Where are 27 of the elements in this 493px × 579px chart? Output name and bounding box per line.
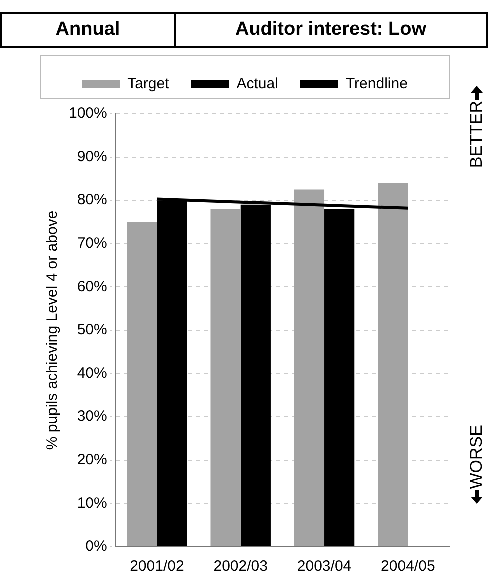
legend-label: Target [128, 76, 170, 93]
x-tick-label: 2002/03 [214, 558, 268, 576]
x-tick-label: 2004/05 [381, 558, 436, 576]
x-tick-label: 2001/02 [130, 558, 184, 576]
text: BETTER [467, 101, 487, 168]
bar [127, 222, 158, 546]
bar [294, 190, 325, 546]
y-tick-label: 50% [77, 322, 108, 339]
y-tick-label: 0% [86, 538, 108, 556]
bar [378, 183, 408, 546]
y-tick-label: 40% [77, 364, 108, 382]
y-tick-label: 90% [77, 148, 108, 166]
text: WORSE [467, 425, 487, 490]
y-tick-label: 70% [77, 235, 108, 252]
chart-subtitle: Auditor interest: Low [234, 18, 428, 42]
y-tick-label: 30% [77, 408, 108, 426]
legend-label: Trendline [346, 76, 408, 93]
y-tick-label: 10% [77, 494, 108, 512]
y-tick-label: 60% [77, 278, 108, 296]
y-tick-label: 80% [77, 192, 108, 209]
y-tick-label: 20% [77, 452, 108, 469]
y-axis-title: % pupils achieving Level 4 or above [44, 210, 62, 450]
chart-title: Annual [2, 14, 176, 46]
y-tick-label: 100% [68, 105, 108, 122]
legend-label: Actual [236, 76, 278, 93]
bar [210, 209, 241, 546]
x-tick-label: 2003/04 [297, 558, 352, 576]
